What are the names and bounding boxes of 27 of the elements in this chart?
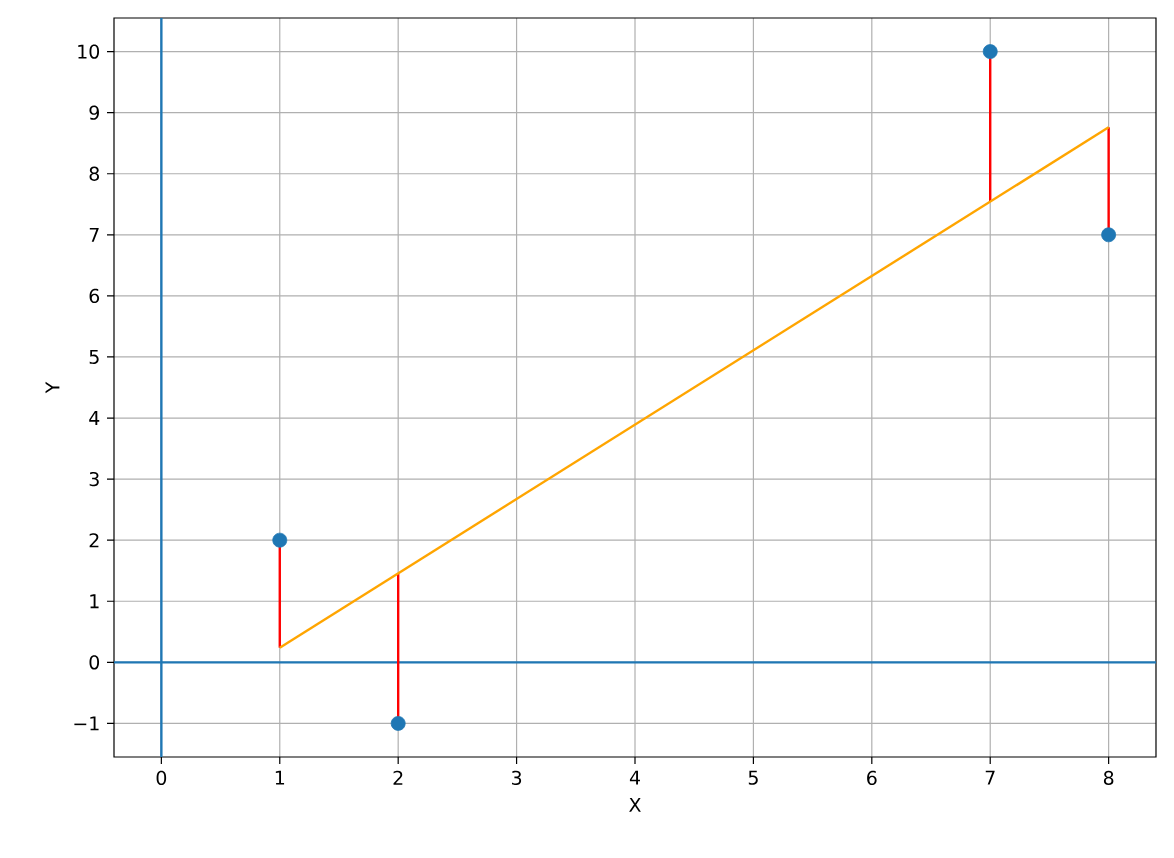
y-axis-title: Y: [45, 381, 60, 394]
x-tick-label: 6: [867, 770, 877, 786]
point: [982, 44, 998, 59]
point: [272, 532, 288, 548]
x-tick-label: 7: [985, 770, 995, 785]
y-tick-label: 6: [89, 288, 100, 304]
y-tick-label: 8: [89, 166, 99, 181]
y-tick-label: −1: [74, 716, 99, 731]
x-tick-label: 5: [748, 770, 758, 785]
x-axis-title: X: [629, 798, 641, 812]
x-tick-label: 0: [156, 770, 167, 786]
point: [1101, 227, 1117, 243]
y-tick-label: 2: [89, 533, 99, 548]
y-tick-label: 3: [89, 471, 99, 487]
x-tick-label: 4: [629, 770, 640, 785]
y-tick-label: 4: [89, 411, 100, 425]
y-tick-label: 5: [89, 349, 99, 365]
y-tick-label: 1: [90, 594, 99, 609]
x-tick-label: 3: [512, 770, 522, 786]
x-tick-label: 8: [1103, 770, 1114, 786]
y-tick-label: 10: [78, 44, 100, 59]
x-tick-label: 2: [393, 770, 403, 785]
y-tick-label: 7: [89, 227, 99, 242]
x-tick-label: 1: [275, 770, 285, 785]
y-tick-label: 0: [89, 655, 100, 670]
point: [390, 716, 406, 731]
y-tick-label: 9: [89, 105, 99, 120]
